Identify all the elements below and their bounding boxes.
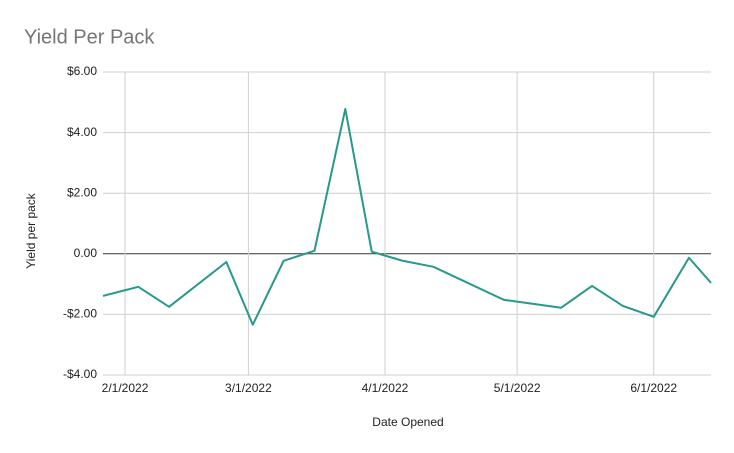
chart-title: Yield Per Pack (24, 26, 155, 48)
x-tick-label: 2/1/2022 (102, 381, 149, 395)
data-line (102, 107, 712, 326)
y-axis-label: Yield per pack (24, 192, 38, 269)
x-tick-label: 5/1/2022 (494, 381, 541, 395)
y-tick-label: 0.00 (74, 246, 98, 260)
x-tick-label: 3/1/2022 (225, 381, 272, 395)
y-tick-label: $2.00 (67, 185, 97, 199)
x-tick-label: 4/1/2022 (362, 381, 409, 395)
x-tick-label: 6/1/2022 (630, 381, 677, 395)
x-axis-label: Date Opened (372, 415, 443, 429)
y-tick-label: -$2.00 (63, 307, 97, 321)
y-tick-label: -$4.00 (63, 367, 97, 381)
y-tick-label: $6.00 (67, 64, 97, 78)
y-tick-label: $4.00 (67, 125, 97, 139)
